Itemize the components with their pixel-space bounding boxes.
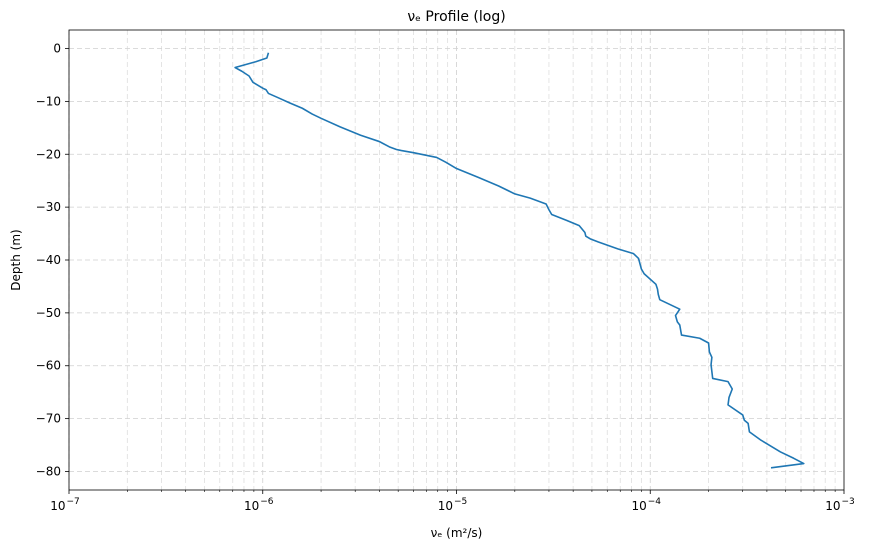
y-tick-label: 0 <box>53 42 61 56</box>
x-tick-exponent: −3 <box>842 497 855 507</box>
y-tick-label: −70 <box>36 412 61 426</box>
profile-line <box>234 52 805 469</box>
x-axis-label: νₑ (m²/s) <box>431 526 483 540</box>
chart-title: νₑ Profile (log) <box>407 9 505 25</box>
x-tick-label: 10−4 <box>631 497 661 513</box>
grid <box>68 30 844 490</box>
x-tick-label: 10−5 <box>438 497 468 513</box>
y-tick-label: −80 <box>36 464 61 478</box>
x-axis: 10−7 10−6 10−5 10−4 10−3 <box>50 490 855 513</box>
plot-area <box>234 52 805 469</box>
y-tick-label: −50 <box>36 306 61 320</box>
x-tick-exponent: −7 <box>67 497 80 507</box>
y-axis: 0 −10 −20 −30 −40 −50 −60 −70 −80 <box>36 42 69 478</box>
x-tick-label: 10−6 <box>244 497 274 513</box>
y-tick-label: −30 <box>36 200 61 214</box>
x-tick-label: 10−3 <box>825 497 855 513</box>
x-tick-label: 10−7 <box>50 497 80 513</box>
y-axis-label: Depth (m) <box>9 229 23 290</box>
y-tick-label: −20 <box>36 147 61 161</box>
x-tick-exponent: −4 <box>648 497 662 507</box>
y-tick-label: −40 <box>36 253 61 267</box>
x-tick-exponent: −5 <box>454 497 467 507</box>
x-tick-exponent: −6 <box>260 497 274 507</box>
y-tick-label: −60 <box>36 359 61 373</box>
y-tick-label: −10 <box>36 94 61 108</box>
